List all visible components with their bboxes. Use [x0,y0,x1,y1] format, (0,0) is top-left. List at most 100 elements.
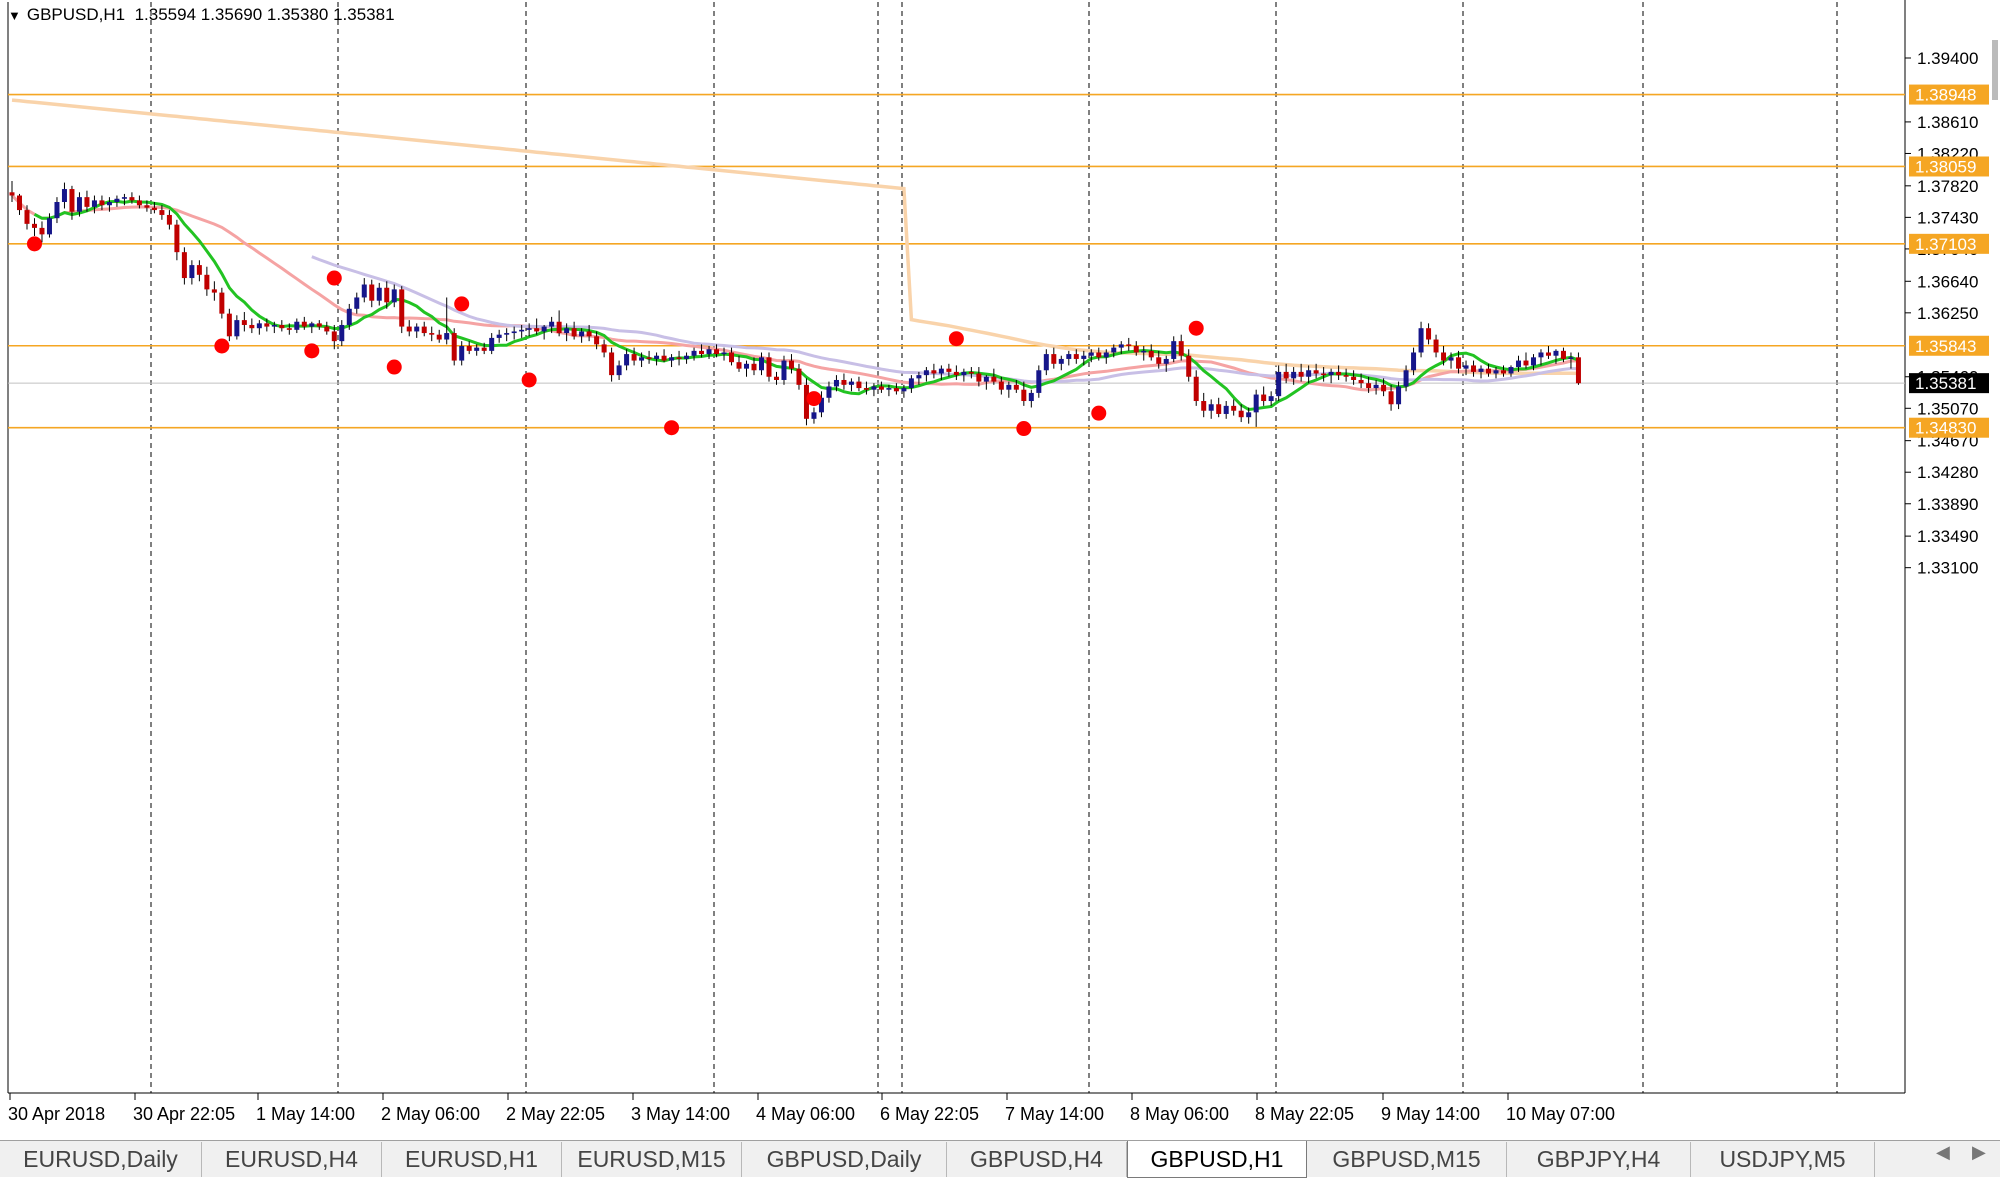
candle-body [811,412,817,419]
candle [1246,407,1252,424]
candle [549,316,555,334]
chart-window[interactable]: 1.394001.386101.382201.378201.374301.370… [0,0,2000,1140]
candle [1238,404,1244,423]
level-tag-label: 1.37103 [1915,235,1976,254]
candle-body [1560,350,1566,359]
candle [166,210,172,230]
candle-body [294,321,300,330]
candle [1336,365,1342,380]
candle-body [1530,357,1536,366]
candle-body [76,197,82,212]
candle [1028,389,1034,408]
candle [1088,349,1094,363]
tab-scroll-right-icon[interactable]: ▶ [1972,1142,1986,1162]
collapse-triangle-icon[interactable]: ▼ [8,8,21,23]
candle [1493,367,1499,379]
candle [129,192,135,204]
ma-medium-line [10,194,1579,392]
candle-body [1493,370,1499,374]
candle-body [1471,365,1477,372]
candle-body [1118,344,1124,348]
candle [1351,370,1357,385]
chart-tab-eurusd-daily[interactable]: EURUSD,Daily [0,1142,202,1177]
candle [511,326,517,340]
candle [1006,381,1012,398]
candle-body [1126,344,1132,347]
time-axis-label: 1 May 14:00 [256,1104,355,1124]
candle [1568,352,1574,369]
candle [1358,373,1364,389]
candle-body [1426,328,1432,340]
candle-body [916,375,922,379]
candle-body [863,388,869,390]
candle-body [639,357,645,361]
price-chart[interactable]: 1.394001.386101.382201.378201.374301.370… [0,0,2000,1140]
candle [916,371,922,385]
scale-scroll-handle[interactable] [1992,40,1998,100]
chart-tab-gbpusd-h1[interactable]: GBPUSD,H1 [1127,1141,1307,1178]
candle [856,376,862,392]
candle-body [1223,405,1229,414]
price-axis: 1.394001.386101.382201.378201.374301.370… [1905,49,1989,578]
candle [796,363,802,390]
candle [241,312,247,332]
candle [414,323,420,338]
candle [24,205,30,230]
candle-body [1073,354,1079,359]
candle-body [676,357,682,359]
candle [871,383,877,397]
tab-scroll-left-icon[interactable]: ◀ [1936,1142,1950,1162]
chart-tab-gbpusd-h4[interactable]: GBPUSD,H4 [947,1142,1127,1177]
candle-body [106,202,112,206]
candle [571,321,577,340]
candle [541,324,547,340]
candle [1036,365,1042,398]
candle-body [1441,352,1447,361]
candle [744,360,750,377]
candle-body [1538,352,1544,358]
chart-tab-eurusd-m15[interactable]: EURUSD,M15 [562,1142,742,1177]
candle [136,195,142,209]
candle-body [24,210,30,224]
fractal-marker-3 [326,270,342,286]
candle-body [159,210,165,215]
candle [706,346,712,359]
chart-tab-gbpusd-daily[interactable]: GBPUSD,Daily [742,1142,947,1177]
candle [699,344,705,358]
chart-tab-gbpusd-m15[interactable]: GBPUSD,M15 [1307,1142,1507,1177]
candle [773,371,779,385]
candle [61,182,67,209]
chart-tab-eurusd-h4[interactable]: EURUSD,H4 [202,1142,382,1177]
candle [841,373,847,390]
candle-body [339,324,345,342]
fractal-marker-4 [386,359,402,375]
candle [564,323,570,342]
candle-body [781,360,787,380]
candle-body [991,376,997,382]
candle [144,200,150,212]
candle [1223,401,1229,419]
candle-body [1545,352,1551,356]
chart-tab-usdjpy-m5[interactable]: USDJPY,M5 [1691,1142,1875,1177]
chart-tab-eurusd-h1[interactable]: EURUSD,H1 [382,1142,562,1177]
candle [99,195,105,211]
chart-tab-gbpjpy-h4[interactable]: GBPJPY,H4 [1507,1142,1691,1177]
candle [234,315,240,340]
candle-body [249,324,255,329]
candle-body [9,192,15,196]
candle [1306,365,1312,384]
candle [991,368,997,385]
candle-body [1478,368,1484,372]
candle-body [31,223,37,228]
candle-body [1216,404,1222,414]
candle [9,180,15,203]
candle-body [211,289,217,293]
candle-body [1201,401,1207,411]
candle-body [691,350,697,356]
candle [286,323,292,335]
candle [1268,391,1274,406]
candle-body [354,297,360,309]
candle-body [1523,360,1529,366]
candle-body [721,352,727,355]
candle [444,297,450,345]
